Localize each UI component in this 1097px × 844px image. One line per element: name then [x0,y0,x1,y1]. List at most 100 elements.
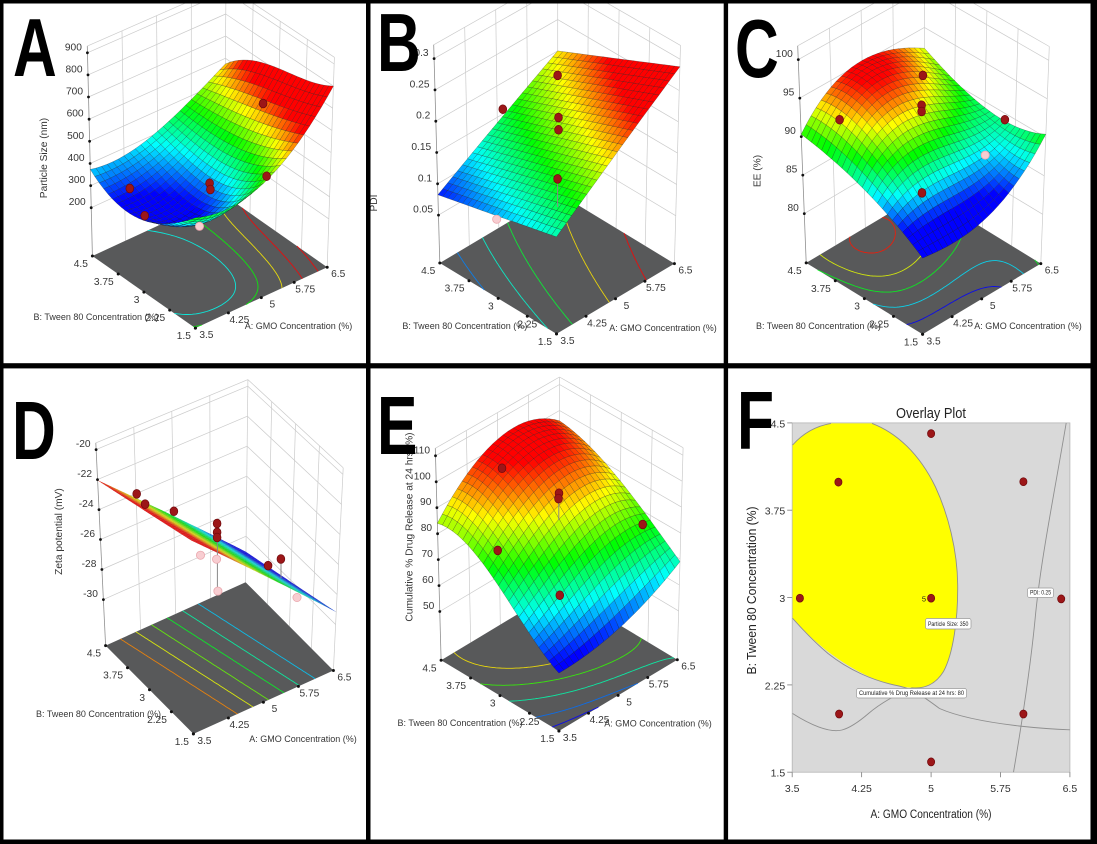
svg-text:5: 5 [626,697,632,708]
svg-text:90: 90 [420,497,432,508]
svg-text:1.5: 1.5 [177,331,191,342]
svg-text:PDI: 0.25: PDI: 0.25 [1030,590,1051,597]
svg-text:3.75: 3.75 [446,681,466,692]
svg-text:900: 900 [65,42,82,53]
svg-text:Overlay Plot: Overlay Plot [896,405,967,422]
svg-text:3: 3 [779,593,785,605]
svg-text:2.25: 2.25 [520,717,540,728]
svg-text:80: 80 [421,523,433,534]
svg-text:A: GMO Concentration (%): A: GMO Concentration (%) [974,321,1082,331]
svg-text:5.75: 5.75 [990,783,1011,795]
svg-text:E: E [377,380,417,473]
svg-text:4.25: 4.25 [587,318,607,329]
svg-text:5.75: 5.75 [295,284,315,295]
svg-text:3.5: 3.5 [560,336,574,347]
svg-text:1.5: 1.5 [538,337,552,348]
svg-text:3.75: 3.75 [765,506,786,518]
svg-text:110: 110 [414,445,431,456]
svg-text:0.25: 0.25 [410,79,430,90]
svg-text:5.75: 5.75 [299,688,319,699]
svg-text:-26: -26 [80,529,95,540]
svg-text:80: 80 [787,203,799,214]
svg-text:Cumulative % Drug Release at 2: Cumulative % Drug Release at 24 hrs: 80 [859,690,964,697]
svg-text:800: 800 [66,64,83,75]
svg-text:4.5: 4.5 [422,663,436,674]
svg-text:0.15: 0.15 [411,142,431,153]
svg-text:1.5: 1.5 [771,768,786,780]
svg-text:-22: -22 [77,469,92,480]
svg-text:5: 5 [269,300,275,311]
svg-text:4.5: 4.5 [421,266,435,277]
svg-text:90: 90 [784,126,796,137]
svg-text:Zeta potential (mV): Zeta potential (mV) [54,488,65,575]
svg-text:3.75: 3.75 [103,671,123,682]
svg-text:Cumulative % Drug Release at 2: Cumulative % Drug Release at 24 hrs (%) [405,432,416,621]
svg-text:3: 3 [854,302,860,313]
svg-text:600: 600 [67,109,84,120]
svg-text:4.5: 4.5 [87,649,101,660]
svg-text:100: 100 [414,471,431,482]
svg-text:1.5: 1.5 [540,734,554,745]
svg-text:B: Tween 80 Concentration (%): B: Tween 80 Concentration (%) [34,312,159,322]
svg-text:2.25: 2.25 [765,680,786,692]
svg-text:5: 5 [272,704,278,715]
svg-text:300: 300 [68,175,85,186]
svg-text:3: 3 [490,699,496,710]
svg-text:3.5: 3.5 [927,336,941,347]
svg-text:PDI: PDI [369,195,380,212]
svg-text:B: Tween 80 Concentration (%): B: Tween 80 Concentration (%) [36,709,161,719]
svg-text:C: C [735,3,779,96]
svg-text:Particle Size (nm): Particle Size (nm) [39,118,50,198]
svg-text:0.2: 0.2 [416,111,430,122]
svg-text:-20: -20 [76,439,91,450]
svg-text:B: Tween 80 Concentration (%): B: Tween 80 Concentration (%) [756,321,881,331]
svg-text:60: 60 [422,575,434,586]
svg-text:4.25: 4.25 [953,319,973,330]
svg-text:6.5: 6.5 [337,673,351,684]
svg-text:B: B [377,0,421,89]
svg-text:-28: -28 [82,559,97,570]
svg-text:6.5: 6.5 [681,662,695,673]
svg-text:5: 5 [990,301,996,312]
svg-text:5.75: 5.75 [1012,283,1032,294]
svg-text:A: GMO Concentration (%): A: GMO Concentration (%) [871,809,992,821]
svg-text:1.5: 1.5 [904,337,918,348]
svg-text:5.75: 5.75 [649,680,669,691]
svg-text:2.25: 2.25 [869,319,889,330]
svg-text:3.5: 3.5 [199,330,213,341]
svg-text:A: GMO Concentration (%): A: GMO Concentration (%) [245,321,353,331]
svg-text:Particle Size: 350: Particle Size: 350 [928,621,969,628]
svg-text:3: 3 [488,301,494,312]
svg-text:700: 700 [66,87,83,98]
svg-text:3.5: 3.5 [197,736,211,747]
svg-text:200: 200 [69,197,86,208]
svg-text:B: Tween 80 Concentration (%): B: Tween 80 Concentration (%) [398,718,523,728]
svg-text:4.25: 4.25 [851,783,872,795]
svg-text:6.5: 6.5 [678,266,692,277]
svg-text:3.5: 3.5 [563,733,577,744]
svg-text:0.1: 0.1 [418,173,432,184]
svg-text:2.25: 2.25 [145,313,165,324]
svg-text:6.5: 6.5 [1063,783,1078,795]
svg-text:D: D [12,385,56,478]
svg-text:4.25: 4.25 [229,315,249,326]
svg-text:1.5: 1.5 [175,737,189,748]
svg-text:100: 100 [776,49,793,60]
svg-text:3.75: 3.75 [811,284,831,295]
svg-text:400: 400 [68,153,85,164]
svg-text:5: 5 [928,783,934,795]
svg-text:B: Tween 80 Concentration (%): B: Tween 80 Concentration (%) [402,321,527,331]
svg-text:0.3: 0.3 [414,48,428,59]
svg-text:85: 85 [786,165,798,176]
svg-text:-30: -30 [83,589,98,600]
svg-text:B: Tween 80 Concentration (%): B: Tween 80 Concentration (%) [745,507,759,675]
svg-text:A: GMO Concentration (%): A: GMO Concentration (%) [249,734,357,744]
svg-text:95: 95 [783,88,795,99]
svg-text:500: 500 [67,131,84,142]
svg-text:A: A [13,2,57,95]
svg-text:3.75: 3.75 [445,284,465,295]
svg-text:3.5: 3.5 [785,783,800,795]
svg-text:3.75: 3.75 [94,277,114,288]
svg-text:0.05: 0.05 [413,205,433,216]
svg-text:4.5: 4.5 [788,266,802,277]
